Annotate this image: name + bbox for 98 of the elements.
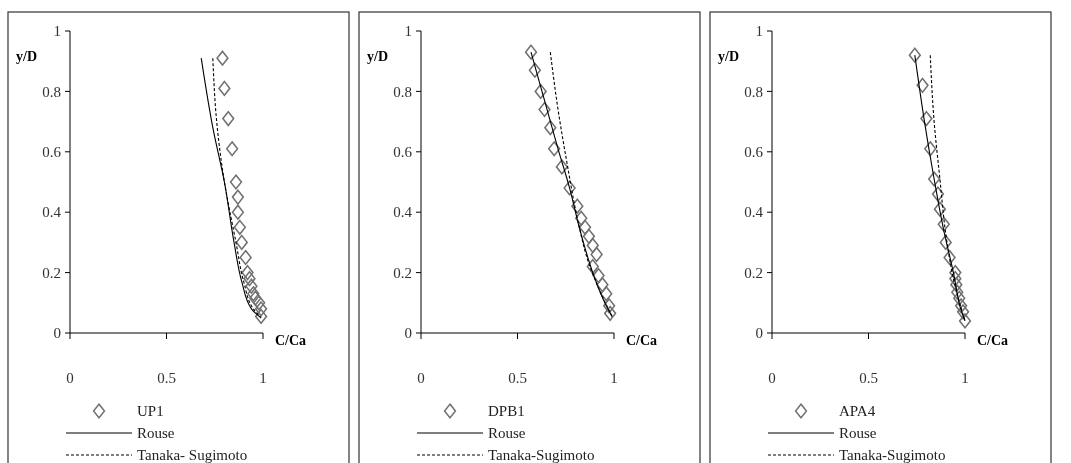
x-tick-label: 1 <box>259 370 267 386</box>
x-tick-label: 0.5 <box>859 370 878 386</box>
y-tick-label: 0.8 <box>42 83 61 100</box>
point <box>249 290 262 306</box>
y-tick-label: 0.8 <box>744 83 763 100</box>
point <box>231 189 245 205</box>
point <box>582 228 596 244</box>
point <box>586 258 599 275</box>
point <box>241 265 254 281</box>
y-tick-label: 0.4 <box>393 204 413 221</box>
point <box>933 201 947 217</box>
point <box>235 234 248 250</box>
legend-label: Rouse <box>488 425 526 442</box>
x-axis-title: C/Ca <box>626 333 658 348</box>
y-tick-label: 0.4 <box>42 204 62 221</box>
legend-label: Tanaka-Sugimoto <box>839 447 946 463</box>
legend-label: APA4 <box>839 403 876 420</box>
point <box>253 295 266 311</box>
point <box>231 204 245 220</box>
legend-label: Tanaka- Sugimoto <box>137 447 248 463</box>
legend-label: Rouse <box>839 425 877 442</box>
point <box>596 277 609 293</box>
point <box>924 141 937 157</box>
point <box>604 305 617 321</box>
point <box>548 141 561 157</box>
x-tick-label: 1 <box>610 370 618 386</box>
x-tick-label: 0.5 <box>508 370 527 386</box>
point <box>218 80 231 96</box>
point <box>956 304 970 320</box>
y-tick-label: 0.6 <box>744 144 764 161</box>
y-axis-title: y/D <box>367 49 388 64</box>
x-tick-label: 0.5 <box>157 370 176 386</box>
point <box>243 271 256 287</box>
point <box>555 159 569 175</box>
y-axis-title: y/D <box>16 49 37 64</box>
point <box>563 180 576 196</box>
point <box>953 290 966 306</box>
y-tick-label: 0 <box>404 325 412 342</box>
point <box>950 277 963 293</box>
x-tick-label: 0 <box>417 370 425 386</box>
y-tick-label: 1 <box>755 23 763 40</box>
y-tick-label: 0.8 <box>393 83 412 100</box>
point <box>239 249 252 266</box>
point <box>528 62 541 78</box>
point <box>958 313 972 329</box>
y-tick-label: 1 <box>404 23 412 40</box>
point <box>586 237 599 253</box>
point <box>949 271 962 287</box>
point <box>229 174 243 190</box>
y-axis-title: y/D <box>718 49 739 64</box>
point <box>524 44 538 60</box>
point <box>916 77 929 93</box>
point <box>908 47 921 63</box>
point <box>600 286 613 302</box>
point <box>927 171 941 187</box>
point <box>575 210 588 226</box>
point <box>592 268 605 284</box>
x-tick-label: 1 <box>961 370 969 386</box>
point <box>247 286 260 302</box>
point <box>225 141 239 157</box>
y-tick-label: 0 <box>53 325 61 342</box>
point <box>571 198 584 214</box>
x-axis-title: C/Ca <box>977 333 1009 348</box>
x-tick-label: 0 <box>768 370 776 386</box>
point <box>254 301 268 317</box>
point <box>245 278 258 294</box>
y-tick-label: 0.4 <box>744 204 764 221</box>
y-tick-label: 0.2 <box>744 264 763 281</box>
y-tick-label: 0.2 <box>393 264 412 281</box>
point <box>920 111 933 127</box>
point <box>578 219 592 235</box>
y-tick-label: 0.6 <box>393 144 413 161</box>
point <box>216 50 229 66</box>
point <box>603 298 616 314</box>
point <box>534 83 547 99</box>
point <box>937 216 950 232</box>
point <box>254 308 268 324</box>
legend-label: DPB1 <box>488 403 525 420</box>
point <box>544 120 557 136</box>
point <box>949 265 962 281</box>
point <box>943 249 956 266</box>
y-tick-label: 0.2 <box>42 264 61 281</box>
x-axis-title: C/Ca <box>275 333 307 348</box>
y-tick-label: 0 <box>755 325 763 342</box>
point <box>951 284 964 300</box>
point <box>955 298 968 314</box>
legend-label: UP1 <box>137 403 164 420</box>
legend-label: Rouse <box>137 425 175 442</box>
y-tick-label: 0.6 <box>42 144 62 161</box>
point <box>538 101 551 118</box>
point <box>590 246 603 263</box>
legend-label: Tanaka-Sugimoto <box>488 447 595 463</box>
y-tick-label: 1 <box>53 23 61 40</box>
point <box>931 186 945 202</box>
point <box>939 234 952 250</box>
point <box>222 111 235 127</box>
x-tick-label: 0 <box>66 370 74 386</box>
point <box>233 219 246 235</box>
